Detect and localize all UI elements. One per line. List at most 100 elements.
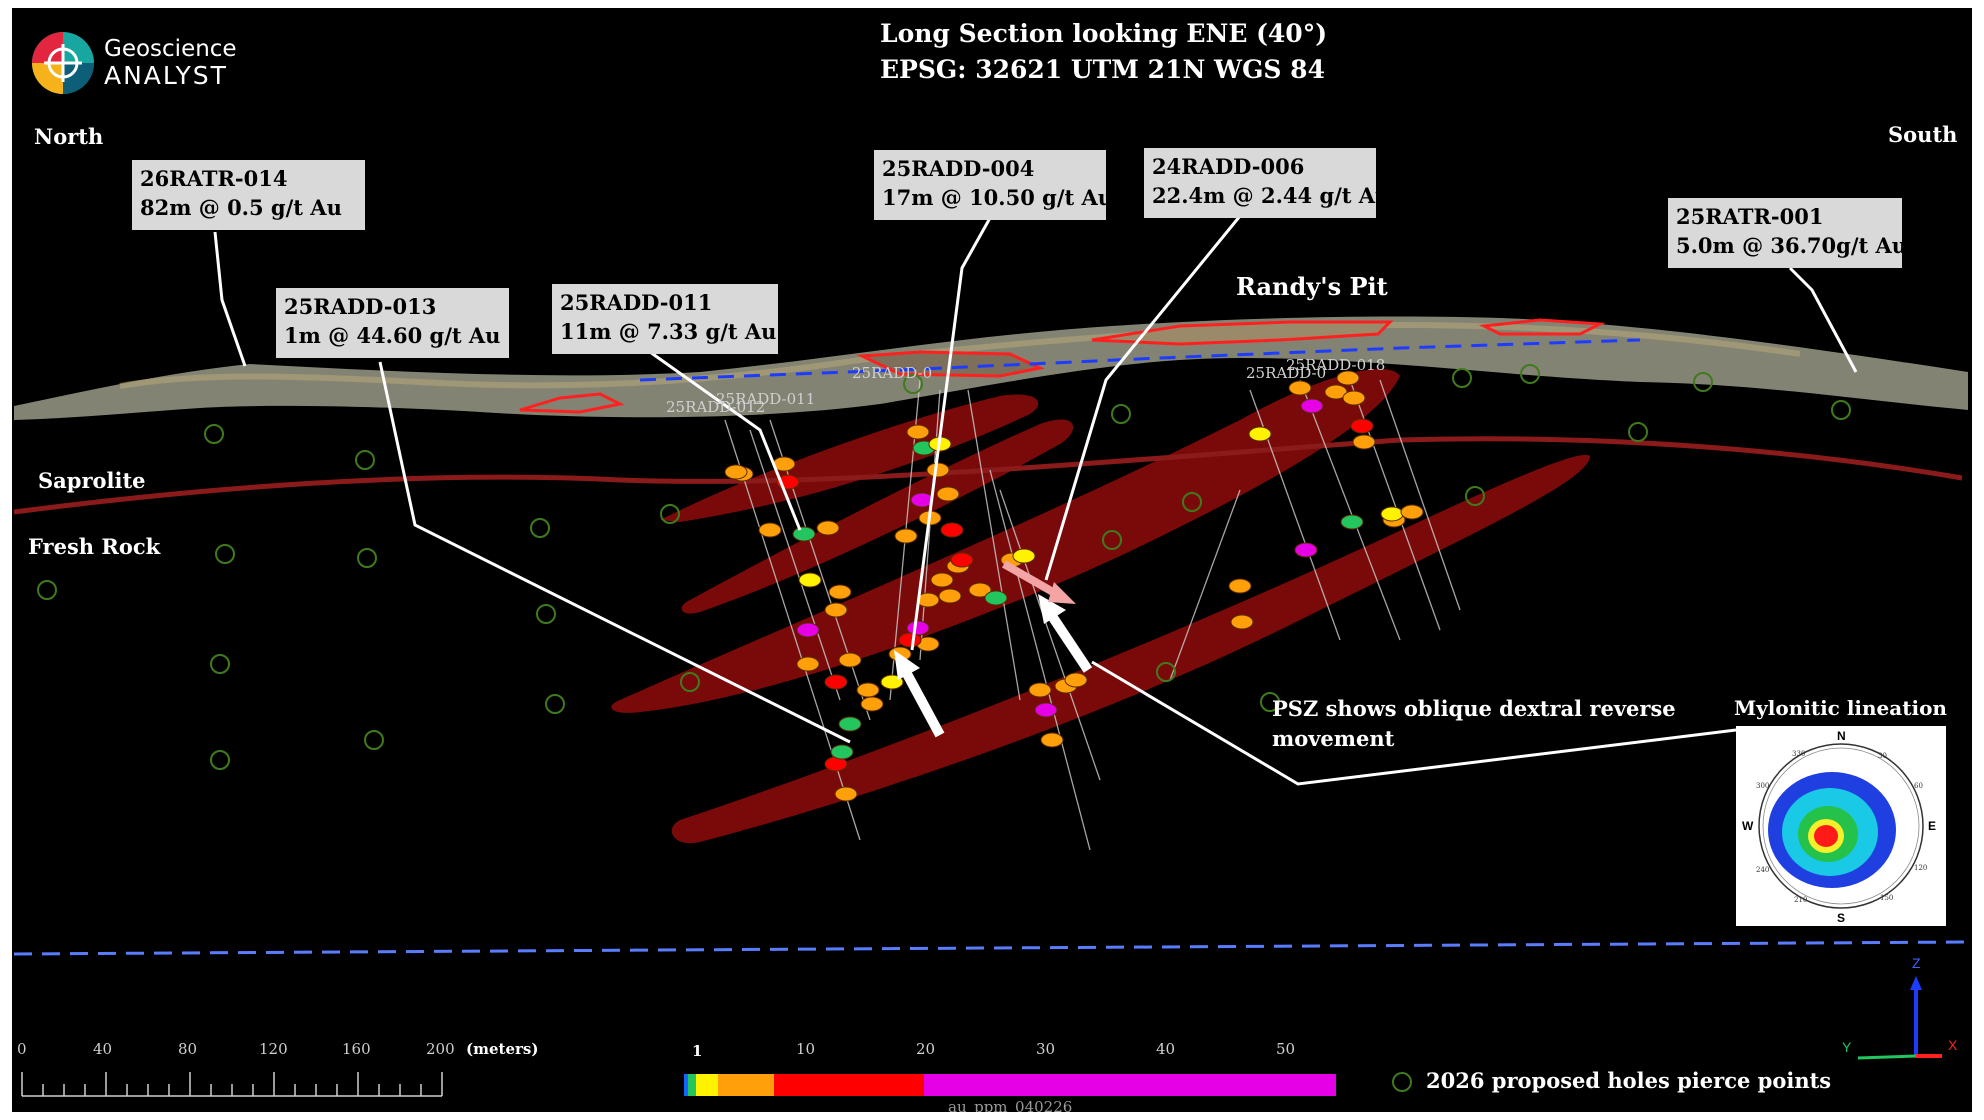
proposed-pierce-point (680, 672, 700, 692)
callout-result: 11m @ 7.33 g/t Au (560, 319, 777, 344)
assay-intercept-disc (938, 588, 962, 604)
assay-intercept-disc (906, 424, 930, 440)
proposed-pierce-point (660, 504, 680, 524)
proposed-pierce-point (1520, 364, 1540, 384)
callout-hole: 25RATR-001 (1676, 204, 1824, 229)
azimuth-label: 120 (1914, 864, 1927, 872)
callout-result: 22.4m @ 2.44 g/t Au (1152, 183, 1391, 208)
psz-note-line-2: movement (1272, 726, 1395, 751)
trace-label: 25RADD-0 (1246, 364, 1326, 382)
pit-outline-west (519, 392, 625, 414)
stereonet-panel: N S W E 30 60 120 150 210 240 300 330 (1736, 726, 1946, 926)
assay-intercept-disc (856, 682, 880, 698)
title-line-2: EPSG: 32621 UTM 21N WGS 84 (880, 55, 1325, 84)
leader-24radd-006 (1044, 215, 1242, 581)
fresh-rock-label: Fresh Rock (28, 534, 161, 559)
logo-line-2: ANALYST (104, 61, 228, 90)
assay-intercept-disc (758, 522, 782, 538)
logo-line-1: Geoscience (104, 36, 237, 62)
callout-26ratr-014: 26RATR-014 82m @ 0.5 g/t Au (132, 160, 365, 230)
drill-traces (724, 379, 1461, 851)
proposed-pierce-points (37, 364, 1851, 770)
assay-intercept-disc (1012, 548, 1036, 564)
assay-intercept-disc (828, 584, 852, 600)
geoscience-analyst-logo (32, 32, 94, 94)
color-scale-red (774, 1074, 924, 1096)
drill-trace (1299, 379, 1401, 641)
assay-intercept-disc (968, 582, 992, 598)
assay-intercept-disc (1034, 702, 1058, 718)
y-axis (1857, 1054, 1917, 1060)
assay-intercept-disc (1340, 514, 1364, 530)
assay-intercept-disc (830, 744, 854, 760)
callout-result: 5.0m @ 36.70g/t Au (1676, 233, 1908, 258)
leader-26ratr-014 (213, 231, 247, 367)
color-scale-blue (684, 1074, 688, 1096)
color-tick-label: 20 (916, 1040, 935, 1058)
movement-arrows (894, 560, 1093, 738)
assay-intercept-disc (792, 526, 816, 542)
callout-result: 17m @ 10.50 g/t Au (882, 185, 1114, 210)
callout-hole: 25RADD-013 (284, 294, 437, 319)
x-axis-label: X (1948, 1037, 1958, 1053)
color-scale-yellow (696, 1074, 718, 1096)
figure-title: Long Section looking ENE (40°) EPSG: 326… (880, 16, 1327, 88)
callout-leaders (213, 215, 1858, 786)
psz-slip-arrow (1002, 560, 1062, 600)
drill-trace (749, 429, 841, 701)
assay-intercept-disc (898, 632, 922, 648)
proposed-pierce-point (1260, 692, 1280, 712)
callout-25ratr-001: 25RATR-001 5.0m @ 36.70g/t Au (1668, 198, 1908, 268)
stereonet-title: Mylonitic lineation (1734, 696, 1947, 720)
color-scale-magenta (924, 1074, 1336, 1096)
leader-25radd-004 (910, 217, 992, 651)
callout-24radd-006: 24RADD-006 22.4m @ 2.44 g/t Au (1144, 148, 1391, 218)
color-tick-label: 30 (1036, 1040, 1055, 1058)
assay-intercept-disc (1380, 506, 1404, 522)
proposed-pierce-point (357, 548, 377, 568)
proposed-pierce-point (210, 750, 230, 770)
proposed-pierce-point (355, 450, 375, 470)
callout-25radd-004: 25RADD-004 17m @ 10.50 g/t Au (874, 150, 1114, 220)
drill-trace (1379, 379, 1461, 611)
assay-intercept-disc (894, 528, 918, 544)
assay-intercept-disc (1028, 682, 1052, 698)
assay-intercept-disc (798, 572, 822, 588)
color-scale-orange (718, 1074, 774, 1096)
proposed-pierce-point (37, 580, 57, 600)
callout-hole: 24RADD-006 (1152, 154, 1305, 179)
callout-result: 82m @ 0.5 g/t Au (140, 195, 342, 220)
proposed-pierce-point (1102, 530, 1122, 550)
assay-intercept-disc (1228, 578, 1252, 594)
assay-intercept-disc (926, 462, 950, 478)
section-canvas: 25RADD-012 25RADD-011 25RADD-0 25RADD-0 … (13, 215, 1969, 1116)
stereonet-east: E (1928, 819, 1936, 833)
scale-unit-label: (meters) (466, 1040, 538, 1058)
assay-intercept-disc (880, 674, 904, 690)
assay-intercept-disc (838, 652, 862, 668)
scale-tick-label: 80 (178, 1040, 197, 1058)
mineralized-zone-1 (660, 394, 1039, 522)
stereonet-outer-tick-ring (1762, 747, 1920, 905)
arrow-head (1038, 594, 1066, 624)
assay-intercept-disc (1350, 418, 1374, 434)
proposed-pierce-point (1111, 404, 1131, 424)
assay-intercept-disc (824, 674, 848, 690)
water-table-line (639, 338, 1641, 382)
color-tick-label: 40 (1156, 1040, 1175, 1058)
stereonet-west: W (1742, 819, 1754, 833)
pit-outline-east (1478, 318, 1606, 336)
proposed-pierce-point (1831, 400, 1851, 420)
assay-intercept-disc (950, 552, 974, 568)
assay-intercept-disc (1300, 398, 1324, 414)
assay-intercept-disc (1294, 542, 1318, 558)
z-axis-head (1910, 976, 1922, 990)
stereonet-north: N (1837, 729, 1846, 743)
title-line-1: Long Section looking ENE (40°) (880, 19, 1328, 48)
azimuth-label: 30 (1878, 752, 1887, 760)
callout-hole: 26RATR-014 (140, 166, 288, 191)
azimuth-label: 240 (1756, 866, 1769, 874)
stereonet-azimuth-labels: 30 60 120 150 210 240 300 330 (1756, 750, 1927, 904)
arrow-head (894, 650, 920, 680)
